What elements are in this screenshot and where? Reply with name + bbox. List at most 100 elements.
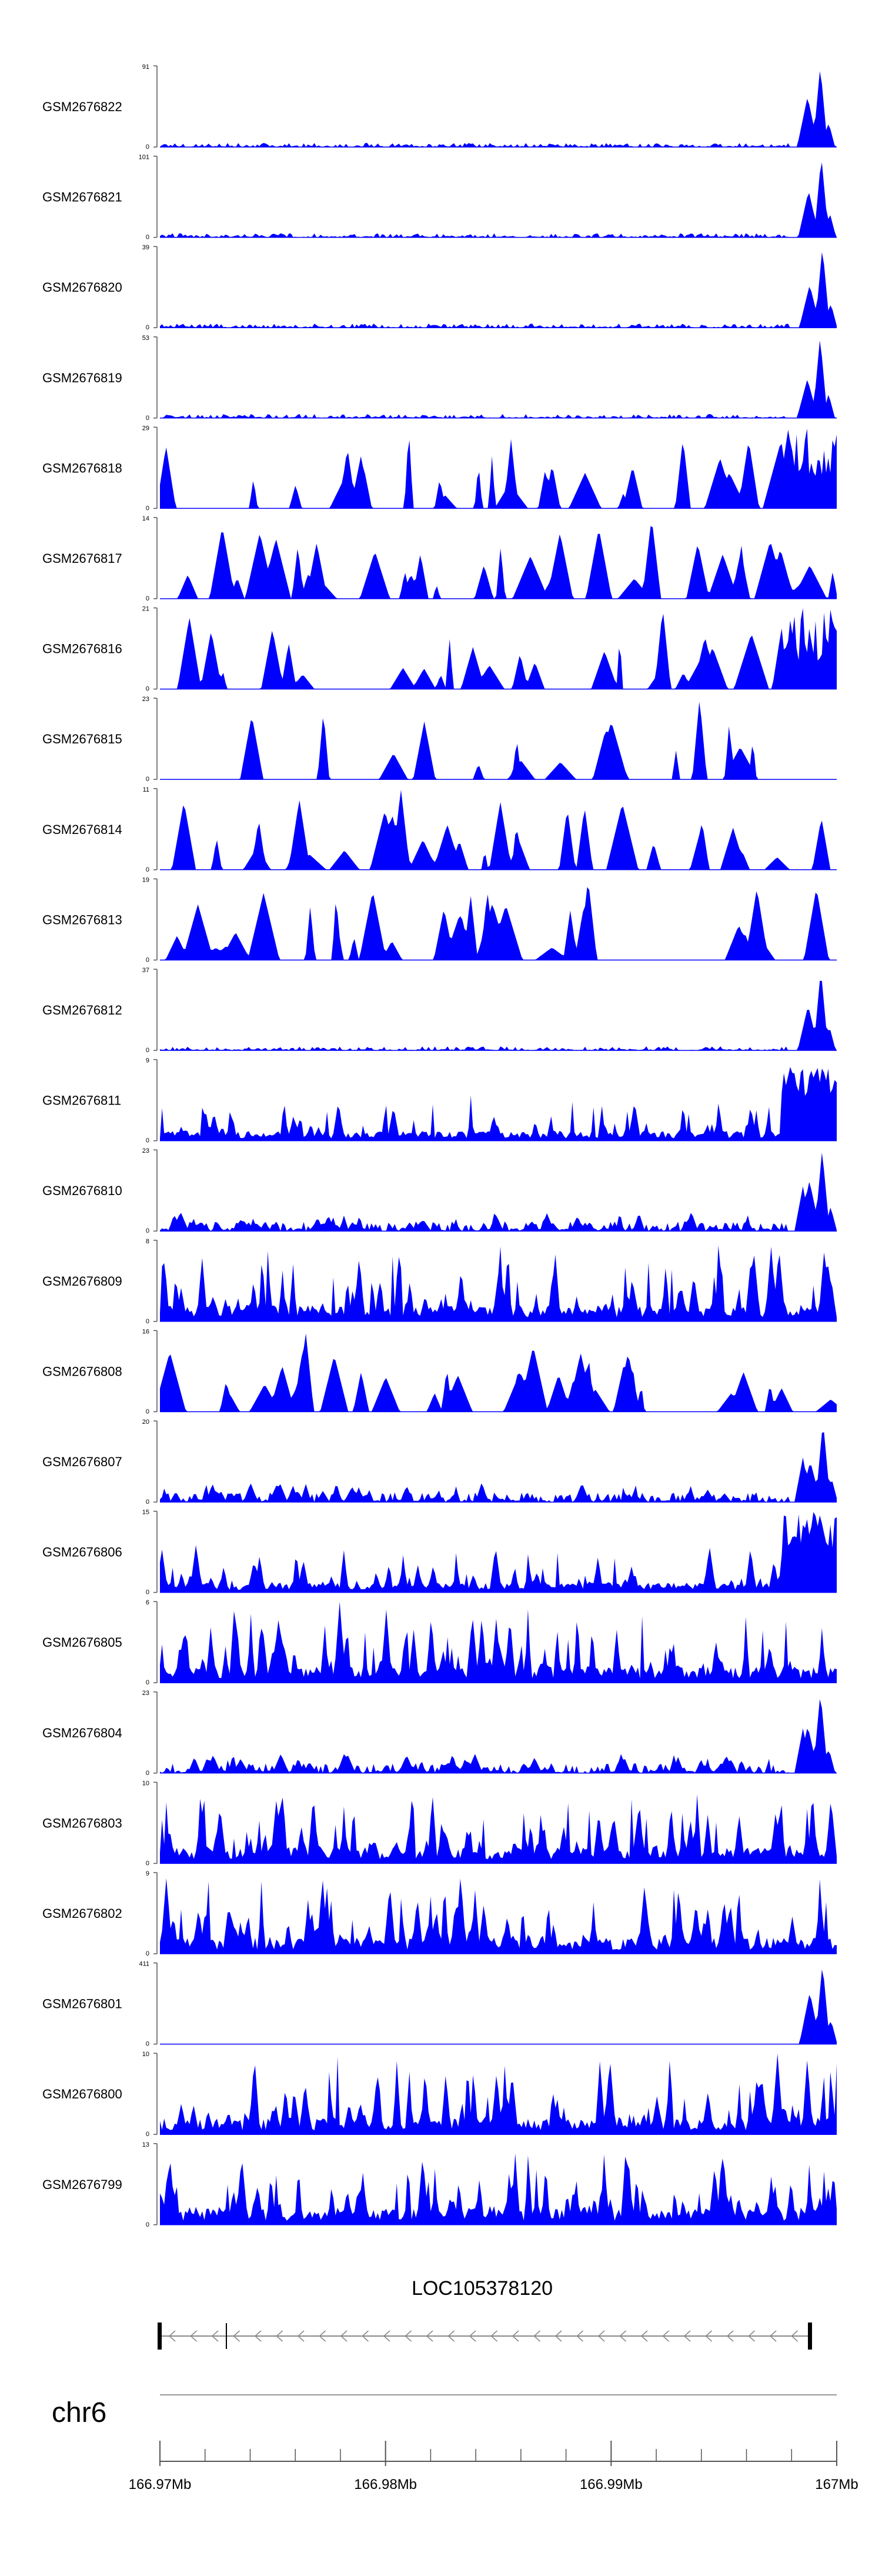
y-min-label: 0 (146, 505, 149, 512)
y-max-label: 411 (139, 1961, 149, 1968)
strand-arrow-icon (726, 2330, 734, 2342)
coverage-area (160, 162, 837, 238)
y-max-label: 21 (142, 606, 149, 613)
y-max-label: 9 (146, 1057, 149, 1065)
strand-arrow-icon (319, 2330, 326, 2342)
coverage-area (160, 1878, 837, 1954)
coverage-area (160, 1969, 837, 2044)
coverage-area (160, 1432, 837, 1502)
track-label: GSM2676816 (42, 642, 122, 656)
y-min-label: 0 (146, 2041, 149, 2048)
track-label: GSM2676814 (42, 822, 122, 837)
strand-arrow-icon (383, 2330, 390, 2342)
track-GSM2676810: GSM2676810 23 0 (42, 1147, 837, 1234)
strand-arrow-icon (405, 2330, 412, 2342)
y-max-label: 91 (142, 64, 149, 71)
axis-ticks: 166.97Mb 166.98Mb 166.99Mb 167Mb (129, 2441, 858, 2492)
y-max-label: 29 (142, 425, 149, 432)
strand-arrow-icon (619, 2330, 627, 2342)
y-min-label: 0 (146, 1137, 149, 1144)
axis-tick-label: 166.98Mb (354, 2477, 417, 2492)
track-label: GSM2676822 (42, 99, 122, 114)
strand-arrow-icon (340, 2330, 348, 2342)
track-label: GSM2676819 (42, 371, 122, 385)
y-min-label: 0 (146, 1770, 149, 1777)
coverage-area (160, 2053, 837, 2135)
coverage-area (160, 790, 837, 870)
strand-arrow-icon (662, 2330, 670, 2342)
strand-arrow-icon (597, 2330, 605, 2342)
y-min-label: 0 (146, 415, 149, 422)
track-label: GSM2676799 (42, 2177, 122, 2192)
track-label: GSM2676806 (42, 1545, 122, 1560)
y-max-label: 23 (142, 696, 149, 703)
coverage-area (160, 340, 837, 418)
track-GSM2676802: GSM2676802 9 0 (42, 1870, 837, 1957)
coverage-area (160, 526, 837, 599)
track-GSM2676818: GSM2676818 29 0 (42, 425, 837, 512)
y-min-label: 0 (146, 1499, 149, 1506)
y-max-label: 37 (142, 967, 149, 974)
track-GSM2676822: GSM2676822 91 0 (42, 64, 837, 151)
coverage-area (160, 1245, 837, 1322)
y-max-label: 23 (142, 1147, 149, 1154)
coverage-area (160, 1067, 837, 1141)
coverage-area (160, 1699, 837, 1773)
y-max-label: 10 (142, 1780, 149, 1787)
y-min-label: 0 (146, 1227, 149, 1234)
track-label: GSM2676804 (42, 1726, 122, 1740)
strand-arrow-icon (769, 2330, 777, 2342)
track-label: GSM2676815 (42, 732, 122, 746)
strand-arrow-icon (490, 2330, 498, 2342)
track-label: GSM2676820 (42, 280, 122, 295)
track-GSM2676803: GSM2676803 10 0 (42, 1780, 837, 1867)
track-label: GSM2676821 (42, 190, 122, 205)
track-GSM2676808: GSM2676808 16 0 (42, 1328, 837, 1415)
y-min-label: 0 (146, 1860, 149, 1867)
track-label: GSM2676809 (42, 1274, 122, 1289)
coverage-area (160, 1601, 837, 1683)
strand-arrow-icon (512, 2330, 519, 2342)
coverage-area (160, 608, 837, 689)
track-GSM2676820: GSM2676820 39 0 (42, 244, 837, 331)
y-max-label: 13 (142, 2141, 149, 2148)
coverage-area (160, 252, 837, 328)
track-label: GSM2676811 (42, 1093, 121, 1108)
y-min-label: 0 (146, 776, 149, 783)
y-max-label: 39 (142, 244, 149, 251)
track-GSM2676819: GSM2676819 53 0 (42, 335, 837, 422)
y-min-label: 0 (146, 1408, 149, 1415)
y-min-label: 0 (146, 2131, 149, 2138)
y-min-label: 0 (146, 595, 149, 602)
y-max-label: 16 (142, 1328, 149, 1335)
y-max-label: 14 (142, 515, 149, 522)
track-GSM2676812: GSM2676812 37 0 (42, 967, 837, 1054)
y-max-label: 6 (146, 1599, 149, 1606)
y-max-label: 23 (142, 1690, 149, 1697)
y-max-label: 19 (142, 876, 149, 883)
track-GSM2676809: GSM2676809 8 0 (42, 1238, 837, 1325)
y-min-label: 0 (146, 1679, 149, 1686)
track-GSM2676811: GSM2676811 9 0 (42, 1057, 837, 1144)
y-min-label: 0 (146, 1318, 149, 1325)
coverage-area (160, 1511, 837, 1593)
track-label: GSM2676805 (42, 1635, 122, 1650)
track-label: GSM2676810 (42, 1183, 122, 1198)
strand-arrow-icon (447, 2330, 455, 2342)
coverage-area (160, 980, 837, 1050)
track-label: GSM2676813 (42, 912, 122, 927)
strand-arrow-icon (640, 2330, 648, 2342)
track-GSM2676815: GSM2676815 23 0 (42, 696, 837, 783)
strand-arrow-icon (211, 2330, 219, 2342)
coverage-tracks: GSM2676822910GSM26768211010GSM2676820390… (42, 64, 837, 2228)
y-min-label: 0 (146, 2221, 149, 2228)
chromosome-label: chr6 (52, 2397, 106, 2428)
track-GSM2676806: GSM2676806 15 0 (42, 1509, 837, 1596)
track-label: GSM2676812 (42, 1003, 122, 1017)
y-max-label: 9 (146, 1870, 149, 1877)
y-min-label: 0 (146, 686, 149, 693)
strand-arrow-icon (576, 2330, 584, 2342)
strand-arrow-icon (362, 2330, 369, 2342)
axis-tick-label: 166.99Mb (580, 2477, 643, 2492)
